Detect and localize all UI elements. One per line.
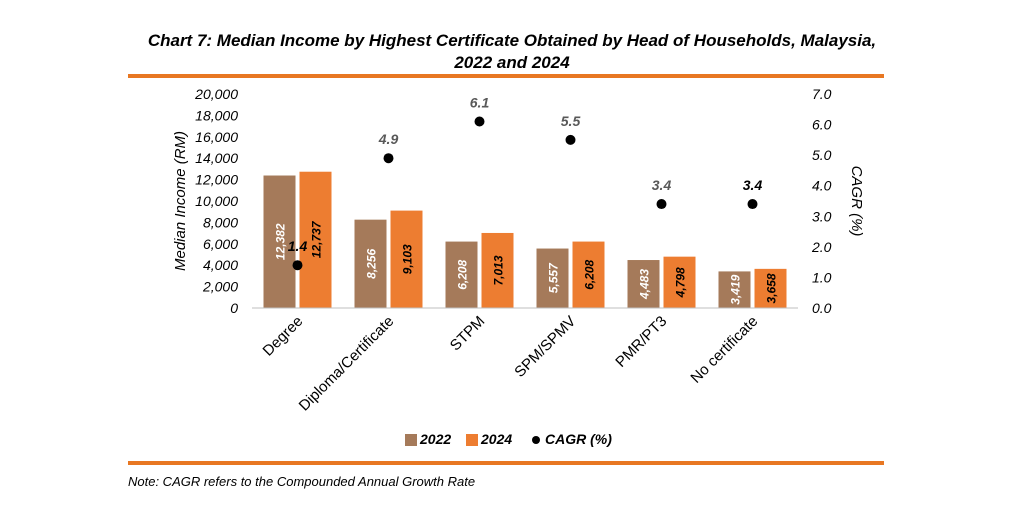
y-tick-label: 8,000 [203,214,238,230]
bar-value-label: 5,557 [547,262,561,293]
cagr-point [292,260,303,271]
y-tick-label: 18,000 [195,107,238,123]
x-tick-label: SPM/SPMV [511,313,579,381]
cagr-value-label: 5.5 [561,113,581,129]
bar-2022 [627,260,660,308]
bar-value-label: 6,208 [583,259,597,289]
y2-tick-label: 5.0 [812,147,832,163]
bar-2022 [536,248,569,308]
x-tick-label: STPM [447,313,488,354]
cagr-point [747,199,758,210]
x-tick-label: Degree [260,313,307,360]
y-tick-label: 6,000 [203,236,238,252]
bar-value-label: 12,382 [274,223,288,260]
bar-value-label: 8,256 [365,248,379,278]
y-tick-label: 20,000 [194,86,238,102]
y2-tick-label: 0.0 [812,300,832,316]
chart-title-line-2: 2022 and 2024 [454,53,570,72]
cagr-point [656,199,667,210]
y2-tick-label: 7.0 [812,86,832,102]
chart-note: Note: CAGR refers to the Compounded Annu… [128,474,476,489]
top-divider [128,74,884,78]
cagr-value-label: 4.9 [378,131,399,147]
y-tick-label: 2,000 [202,279,238,295]
y2-tick-label: 3.0 [812,208,832,224]
bar-value-label: 4,798 [674,267,688,298]
bar-2024 [481,232,514,308]
cagr-value-label: 3.4 [743,177,763,193]
bar-2022 [354,219,387,308]
bar-2022 [445,241,478,308]
y2-tick-label: 1.0 [812,269,832,285]
y2-tick-label: 4.0 [812,178,832,194]
bar-value-label: 4,483 [638,269,652,300]
chart-title: Chart 7: Median Income by Highest Certif… [0,30,1024,74]
y-tick-label: 10,000 [195,193,238,209]
bar-value-label: 12,737 [310,220,324,258]
y2-tick-label: 2.0 [811,239,832,255]
cagr-value-label: 3.4 [652,177,672,193]
bar-value-label: 7,013 [492,255,506,285]
legend-label-cagr: CAGR (%) [545,431,612,447]
y2-tick-label: 6.0 [812,117,832,133]
x-tick-label: Diploma/Certificate [296,313,398,415]
y-tick-label: 12,000 [195,172,238,188]
y-tick-label: 0 [230,300,238,316]
bar-2024 [663,256,696,308]
x-tick-label: No certificate [687,313,761,387]
legend-swatch-2024 [466,434,478,446]
bar-value-label: 9,103 [401,244,415,274]
bar-value-label: 3,658 [765,273,779,303]
cagr-point [474,116,485,127]
legend-swatch-2022 [405,434,417,446]
bar-2024 [572,241,605,308]
bar-2022 [263,175,296,308]
chart-title-line-1: Chart 7: Median Income by Highest Certif… [147,31,877,50]
x-tick-label: PMR/PT3 [612,313,670,371]
bar-2024 [754,268,787,308]
bottom-divider [128,461,884,465]
bar-2024 [299,171,332,308]
legend-marker-cagr [532,436,540,444]
y-tick-label: 16,000 [195,129,238,145]
legend-label-2022: 2022 [419,431,451,447]
y-tick-label: 14,000 [195,150,238,166]
y-axis-title: Median Income (RM) [172,131,189,271]
legend-label-2024: 2024 [480,431,512,447]
y2-axis-title: CAGR (%) [848,166,865,237]
bar-2024 [390,210,423,308]
bar-value-label: 6,208 [456,259,470,289]
cagr-point [565,134,576,145]
bar-2022 [718,271,751,308]
cagr-value-label: 6.1 [470,95,490,111]
cagr-point [383,153,394,164]
cagr-value-label: 1.4 [288,238,308,254]
y-tick-label: 4,000 [203,257,238,273]
bar-value-label: 3,419 [729,274,743,304]
